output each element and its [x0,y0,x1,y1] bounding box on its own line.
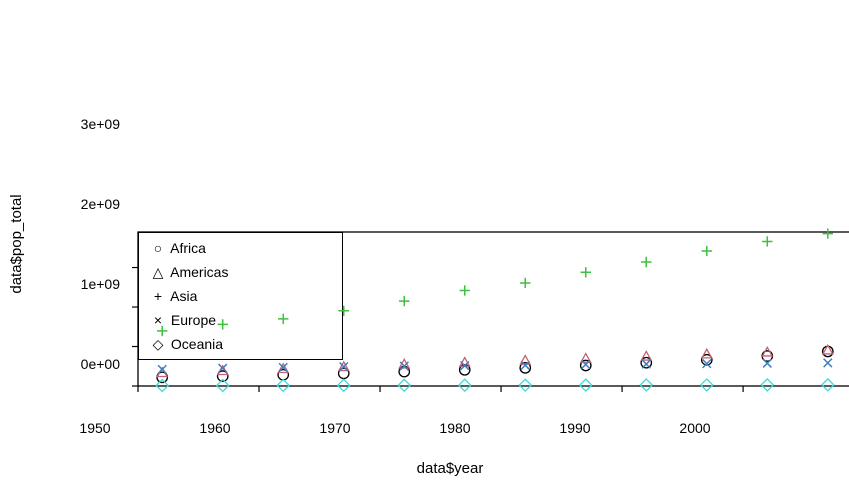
data-point-europe-1972 [400,362,408,370]
data-point-americas-2007 [823,345,833,354]
data-point-asia-1952 [157,326,167,336]
data-point-oceania-1967 [338,379,350,391]
data-point-asia-2002 [762,236,772,246]
data-point-oceania-1987 [580,379,592,391]
data-point-asia-1962 [278,314,288,324]
data-point-oceania-1962 [277,379,289,391]
data-point-oceania-1972 [398,379,410,391]
data-point-oceania-2007 [822,379,834,391]
data-points-svg [0,0,849,489]
data-point-europe-2007 [824,359,832,367]
data-point-asia-1992 [641,257,651,267]
data-point-oceania-1982 [519,379,531,391]
scatter-plot-container: data$pop_total data$year 3e+09 2e+09 1e+… [0,0,849,489]
data-point-oceania-1977 [459,379,471,391]
data-point-asia-1987 [581,267,591,277]
data-point-oceania-1997 [701,379,713,391]
data-point-europe-1987 [582,360,590,368]
data-point-asia-1967 [339,306,349,316]
data-point-europe-1992 [642,360,650,368]
data-point-asia-1982 [520,278,530,288]
series-group [156,228,834,391]
data-point-asia-1997 [702,246,712,256]
data-point-asia-1957 [218,319,228,329]
data-point-asia-1977 [460,285,470,295]
data-point-asia-2007 [823,228,833,238]
data-point-americas-1957 [218,366,228,375]
data-point-americas-1992 [641,351,651,360]
data-point-oceania-2002 [761,379,773,391]
data-point-europe-2002 [763,359,771,367]
data-point-asia-1972 [399,296,409,306]
data-point-oceania-1992 [640,379,652,391]
data-point-americas-1997 [702,349,712,358]
